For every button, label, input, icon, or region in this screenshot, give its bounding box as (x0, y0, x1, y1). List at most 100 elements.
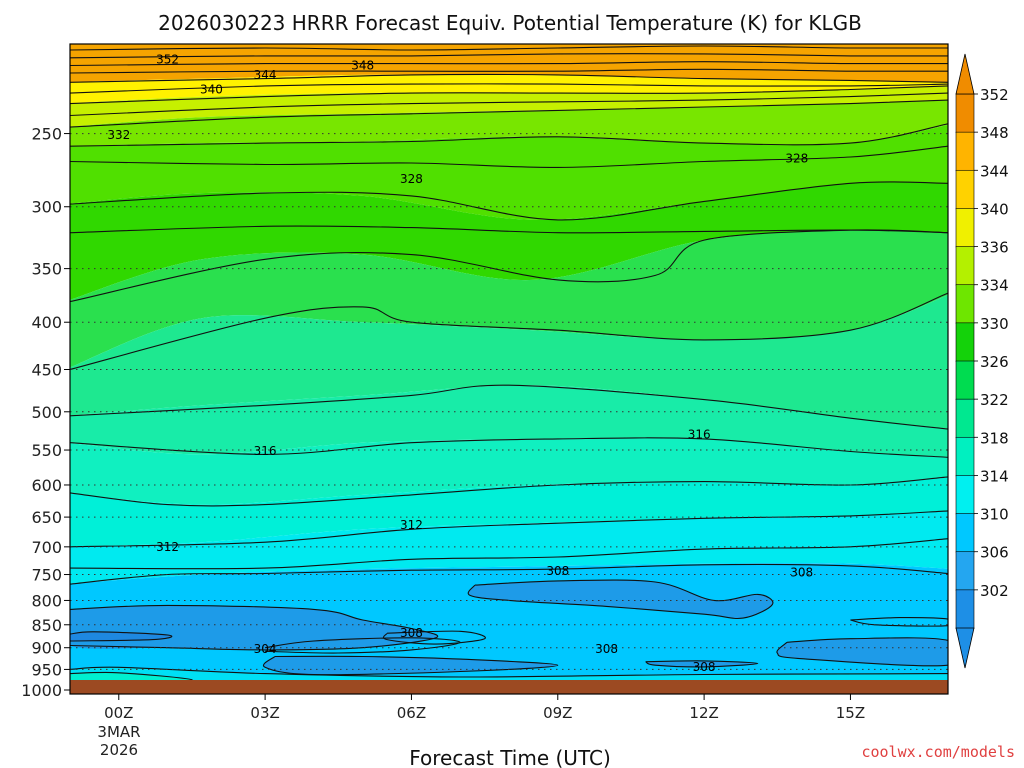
colorbar-label-302: 302 (980, 582, 1009, 600)
y-tick-label-700: 700 (31, 538, 62, 557)
colorbar-segment-3 (955, 208, 975, 248)
filled-band-10 (70, 477, 948, 547)
contour-label-1: 348 (351, 58, 374, 72)
colorbar-segment-7 (955, 360, 975, 400)
contour-line-24 (382, 630, 486, 645)
colorbar-label-334: 334 (980, 277, 1009, 295)
x-tick-label-1: 03Z (250, 704, 279, 722)
y-tick-label-250: 250 (31, 125, 62, 144)
y-tick-label-300: 300 (31, 198, 62, 217)
colorbar-label-306: 306 (980, 544, 1009, 562)
contour-label-10: 312 (156, 540, 179, 554)
y-tick-label-750: 750 (31, 566, 62, 585)
credit-text: coolwx.com/models (861, 743, 1015, 761)
y-tick-label-850: 850 (31, 616, 62, 635)
colorbar-segment-6 (955, 322, 975, 362)
contour-line-25 (776, 637, 948, 667)
contour-label-7: 316 (688, 427, 711, 441)
y-tick-label-450: 450 (31, 360, 62, 379)
filled-band-6 (70, 229, 948, 368)
y-tick-label-500: 500 (31, 403, 62, 422)
contour-label-2: 344 (254, 68, 277, 82)
contour-line-1 (70, 53, 948, 59)
filled-patch-5 (70, 631, 172, 642)
contour-label-6: 328 (785, 151, 808, 165)
contour-line-13 (70, 229, 948, 303)
contour-label-15: 308 (595, 642, 618, 656)
contour-label-14: 304 (254, 642, 277, 656)
colorbar-label-344: 344 (980, 162, 1009, 180)
contour-label-12: 308 (790, 565, 813, 579)
colorbar-segment-9 (955, 436, 975, 477)
contour-label-11: 308 (546, 564, 569, 578)
contour-line-15 (70, 384, 948, 430)
filled-patch-1 (468, 580, 773, 619)
colorbar-label-348: 348 (980, 124, 1009, 142)
filled-band-0 (70, 44, 948, 83)
filled-band-7 (70, 295, 948, 429)
x-tick-label-0: 00Z (104, 704, 133, 722)
colorbar-segment-0 (955, 93, 975, 133)
colorbar-segment-5 (955, 284, 975, 324)
colorbar-segment-8 (955, 398, 975, 439)
contour-line-3 (70, 68, 948, 74)
contour-line-17 (70, 476, 948, 507)
x-axis-label: Forecast Time (UTC) (409, 746, 611, 768)
y-tick-label-900: 900 (31, 639, 62, 658)
contour-line-22 (70, 604, 439, 651)
y-tick-label-550: 550 (31, 441, 62, 460)
contour-line-9 (70, 123, 948, 147)
colorbar-label-322: 322 (980, 391, 1009, 409)
filled-band-5 (70, 181, 948, 300)
colorbar-label-340: 340 (980, 200, 1009, 218)
colorbar-segment-10 (955, 475, 975, 515)
contour-line-0 (70, 45, 948, 51)
colorbar-segment-4 (955, 246, 975, 286)
contour-label-9: 312 (400, 518, 423, 532)
x-axis: 3MAR 2026 00Z 03Z 06Z 09Z 12Z 15Z (97, 694, 865, 759)
contour-label-16: 308 (693, 660, 716, 674)
filled-band-3 (70, 100, 948, 147)
ground-surface (70, 680, 948, 694)
contour-line-19 (70, 538, 948, 570)
colorbar-label-352: 352 (980, 86, 1009, 104)
gridlines (70, 133, 948, 691)
colorbar-label-336: 336 (980, 239, 1009, 257)
colorbar-extend-bottom (955, 627, 975, 669)
colorbar-label-318: 318 (980, 429, 1009, 447)
colorbar-segment-1 (955, 131, 975, 172)
contour-line-10 (70, 145, 948, 168)
contour-lines (70, 45, 948, 692)
filled-band-1 (70, 74, 948, 104)
colorbar-segment-2 (955, 169, 975, 210)
x-date-label-year: 2026 (100, 741, 138, 759)
contour-line-4 (70, 73, 948, 83)
colorbar: 352 348 344 340 336 334 330 326 322 318 314 310 306 3… (955, 53, 1009, 669)
contour-line-11 (70, 181, 948, 221)
y-tick-label-650: 650 (31, 508, 62, 527)
contour-line-18 (70, 510, 948, 548)
y-tick-label-600: 600 (31, 476, 62, 495)
filled-band-9 (70, 437, 948, 505)
x-date-label-day: 3MAR (97, 723, 140, 741)
filled-band-4 (70, 124, 948, 220)
contour-line-8 (70, 99, 948, 128)
contour-line-30 (70, 666, 948, 678)
x-tick-label-2: 06Z (397, 704, 426, 722)
plot-area: 352 348 344 340 332 328 328 316 316 312 312 308 308 3… (69, 43, 949, 697)
y-axis: 250 300 350 400 450 500 550 600 650 700 750 800 850 9… (21, 125, 70, 700)
contour-line-7 (70, 92, 948, 117)
colorbar-label-314: 314 (980, 467, 1009, 485)
filled-band-11 (70, 511, 948, 584)
contour-line-5 (70, 83, 948, 94)
x-tick-label-5: 15Z (836, 704, 865, 722)
contour-label-13: 308 (400, 626, 423, 640)
colorbar-segment-12 (955, 551, 975, 591)
colorbar-label-310: 310 (980, 506, 1009, 524)
contour-label-5: 328 (400, 172, 423, 186)
contour-label-4: 332 (107, 128, 130, 142)
contour-label-8: 316 (254, 444, 277, 458)
chart-title: 2026030223 HRRR Forecast Equiv. Potentia… (158, 11, 862, 35)
x-tick-label-4: 12Z (689, 704, 718, 722)
